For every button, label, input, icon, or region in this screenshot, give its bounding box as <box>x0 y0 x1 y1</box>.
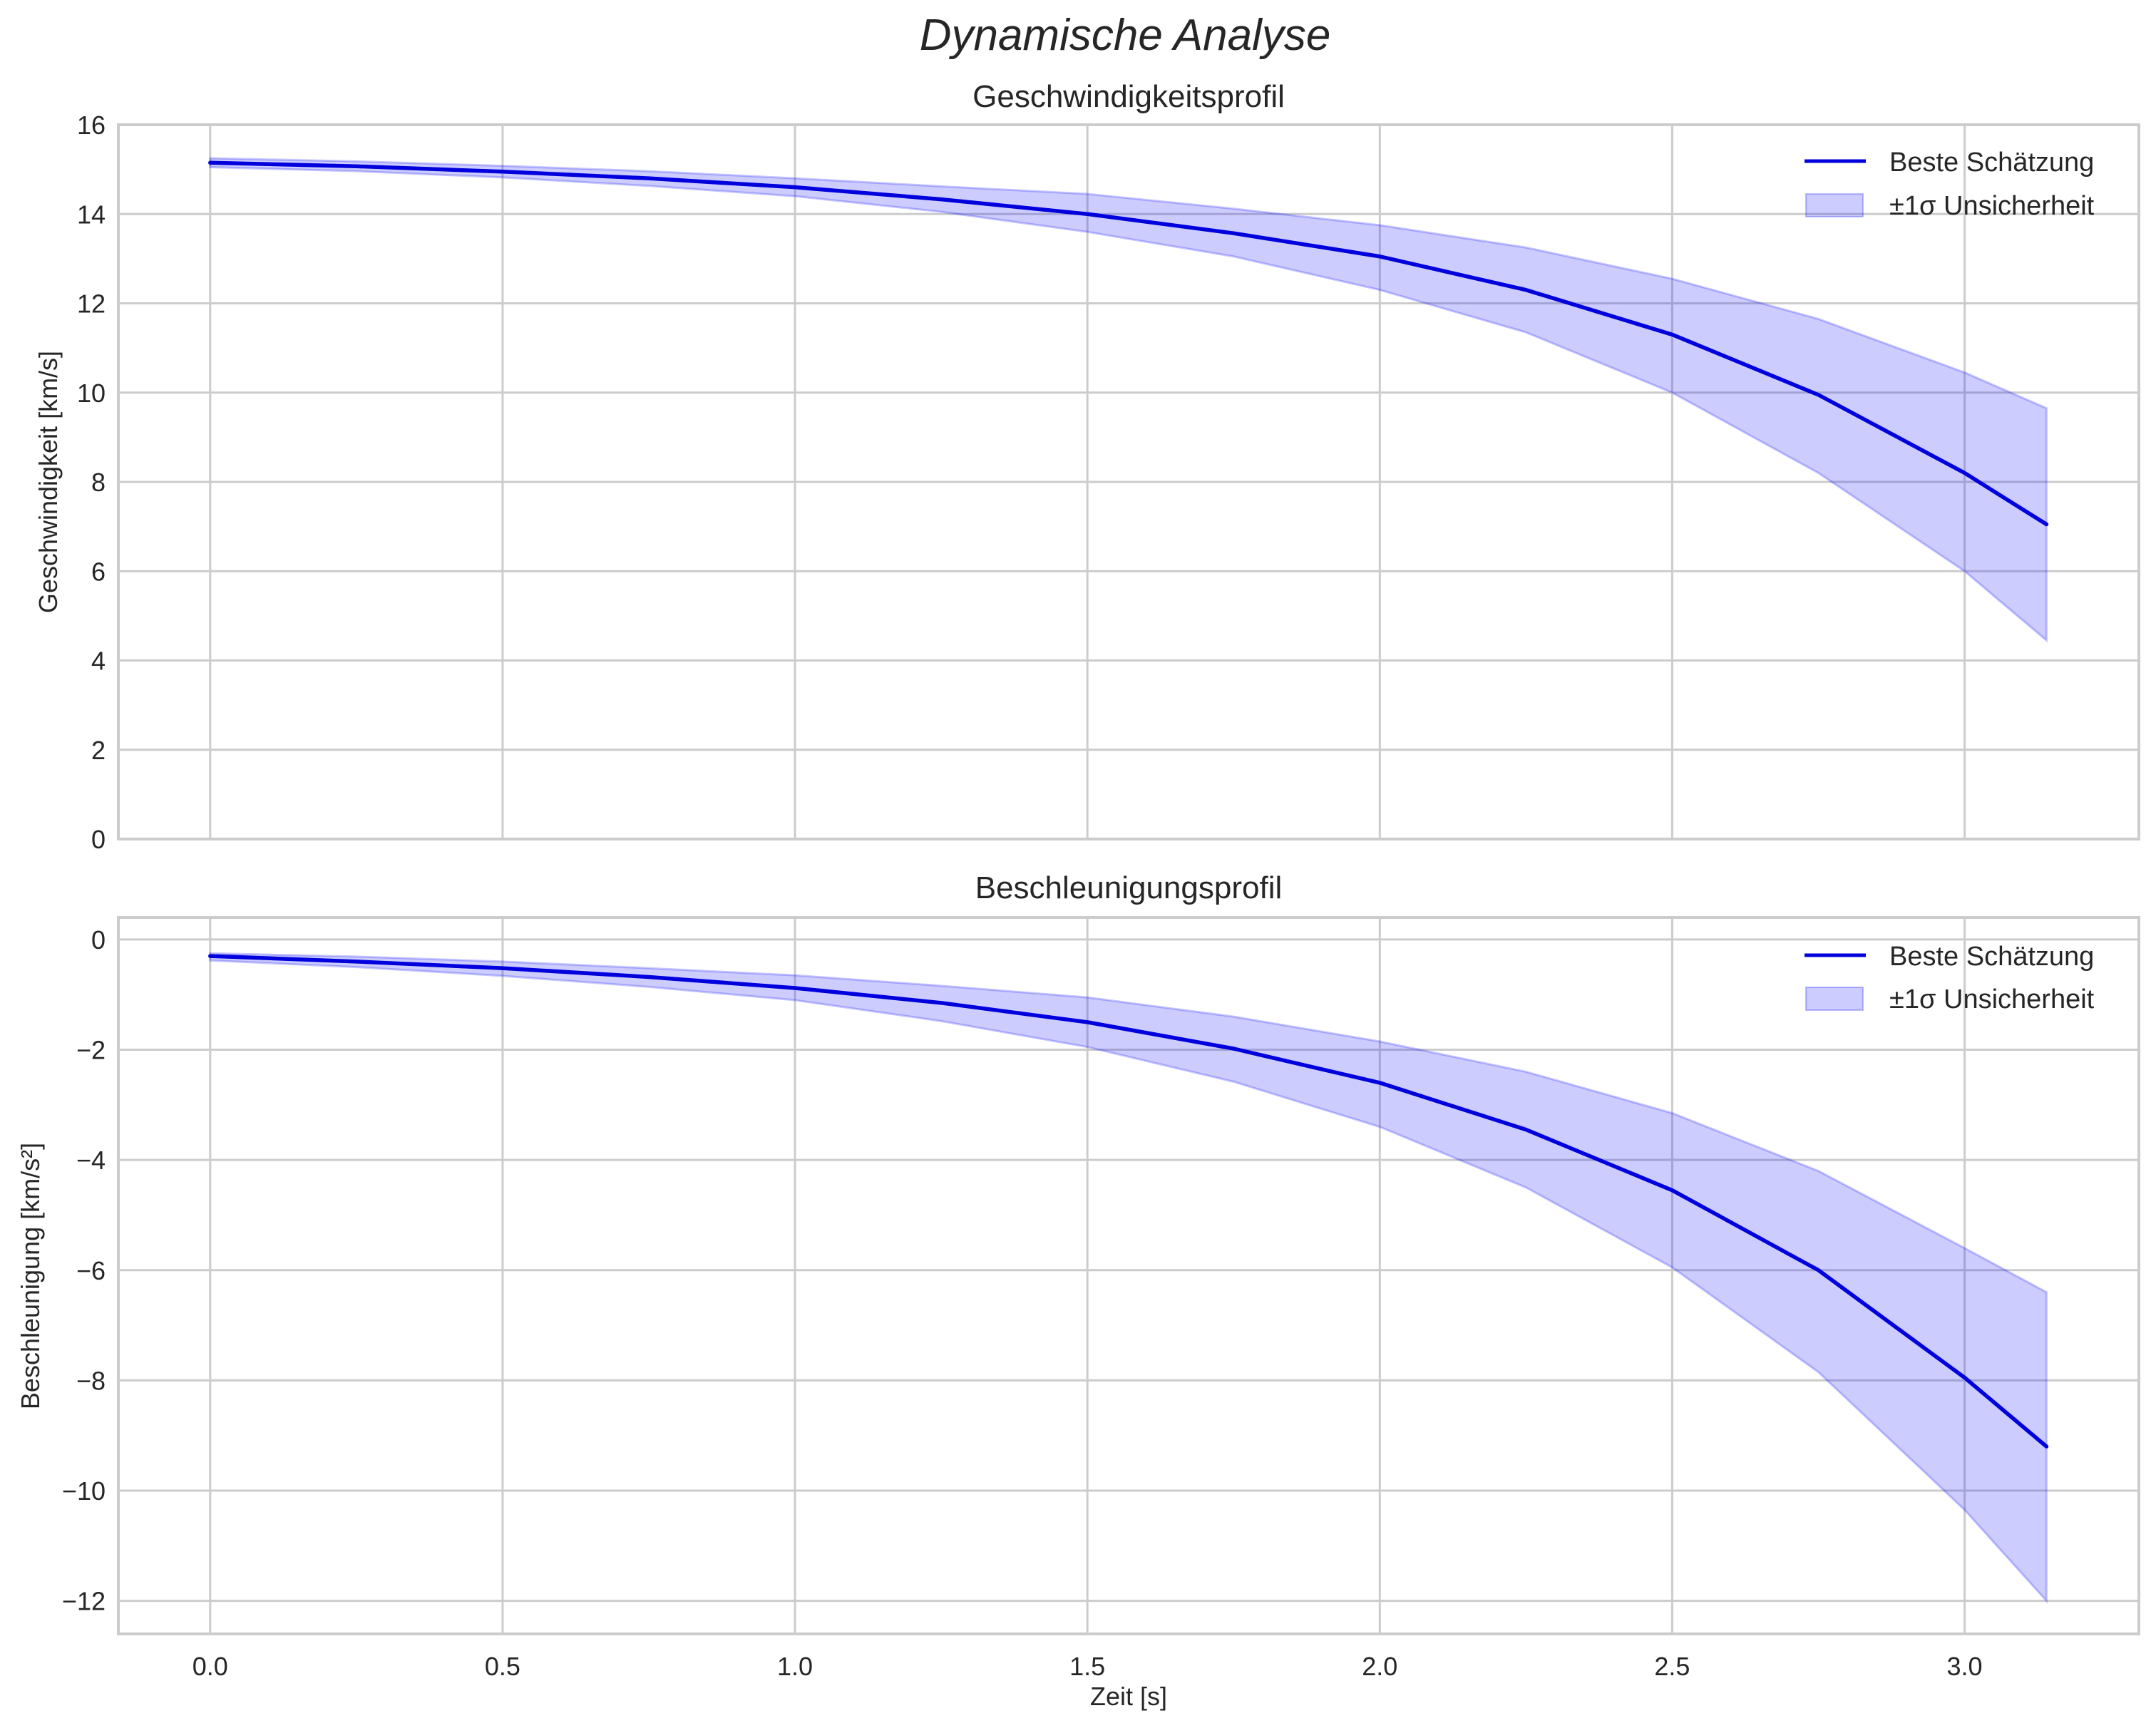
acceleration-axes-frame <box>117 916 2140 1635</box>
legend-band-swatch-icon <box>1805 193 1864 217</box>
acceleration-grid <box>118 917 2139 1634</box>
axes-border <box>117 123 2140 840</box>
acceleration-best-estimate-line <box>208 954 2049 1449</box>
velocity-axes-frame <box>117 123 2140 840</box>
x-tick-label: 0.5 <box>485 1652 520 1681</box>
x-tick-label: 0.0 <box>192 1652 228 1681</box>
x-tick-label: 2.0 <box>1362 1652 1397 1681</box>
y-tick-label: −8 <box>76 1366 106 1395</box>
y-tick-label: 14 <box>77 200 106 229</box>
velocity-y-axis-label: Geschwindigkeit [km/s] <box>34 351 63 613</box>
y-tick-label: 4 <box>91 647 106 676</box>
acceleration-axes-title: Beschleunigungsprofil <box>975 870 1283 905</box>
best-estimate-line <box>208 954 2049 1449</box>
y-tick-label: 0 <box>91 925 106 955</box>
figure-suptitle: Dynamische Analyse <box>920 11 1331 60</box>
x-tick-label: 3.0 <box>1947 1652 1983 1681</box>
acceleration-uncertainty-band <box>209 952 2048 1604</box>
velocity-best-estimate-line <box>208 160 2049 527</box>
acceleration-y-axis-label: Beschleunigung [km/s²] <box>16 1143 45 1409</box>
acceleration-legend: Beste Schätzung ±1σ Unsicherheit <box>1805 942 2095 1014</box>
velocity-axes-title: Geschwindigkeitsprofil <box>972 79 1285 114</box>
y-tick-label: −10 <box>62 1476 106 1506</box>
y-tick-label: 0 <box>91 825 106 854</box>
velocity-legend: Beste Schätzung ±1σ Unsicherheit <box>1805 148 2095 221</box>
x-tick-label: 1.5 <box>1069 1652 1105 1681</box>
axes-border <box>117 916 2140 1635</box>
acceleration-y-tick-labels: 0 −2 −4 −6 −8 −10 −12 <box>62 925 106 1616</box>
best-estimate-line <box>208 160 2049 527</box>
velocity-uncertainty-band <box>209 157 2048 643</box>
y-tick-label: −6 <box>76 1256 106 1285</box>
velocity-y-tick-labels: 0 2 4 6 8 10 12 14 16 <box>77 110 106 854</box>
y-tick-label: −2 <box>76 1036 106 1065</box>
y-tick-label: 16 <box>77 110 106 140</box>
legend-label-best-estimate: Beste Schätzung <box>1889 148 2094 178</box>
y-tick-label: 2 <box>91 736 106 765</box>
legend-band-swatch-icon <box>1805 987 1864 1011</box>
legend-label-uncertainty: ±1σ Unsicherheit <box>1889 191 2095 221</box>
y-tick-label: 6 <box>91 557 106 586</box>
acceleration-axes: Beschleunigungsprofil 0 −2 −4 −6 −8 −10 −12 0.… <box>16 870 2140 1711</box>
acceleration-x-tick-labels: 0.0 0.5 1.0 1.5 2.0 2.5 3.0 <box>192 1652 1983 1681</box>
uncertainty-band-area <box>209 952 2048 1604</box>
legend-label-best-estimate: Beste Schätzung <box>1889 942 2094 972</box>
y-tick-label: 12 <box>77 289 106 319</box>
y-tick-label: 10 <box>77 379 106 408</box>
uncertainty-band-area <box>209 157 2048 643</box>
legend-label-uncertainty: ±1σ Unsicherheit <box>1889 984 2095 1014</box>
y-tick-label: −4 <box>76 1146 106 1175</box>
x-axis-label: Zeit [s] <box>1090 1682 1167 1711</box>
y-tick-label: −12 <box>62 1587 106 1616</box>
velocity-axes: Geschwindigkeitsprofil 0 2 4 6 8 10 12 14 16 Ges… <box>34 79 2140 854</box>
y-tick-label: 8 <box>91 468 106 497</box>
x-tick-label: 1.0 <box>777 1652 813 1681</box>
x-tick-label: 2.5 <box>1654 1652 1690 1681</box>
